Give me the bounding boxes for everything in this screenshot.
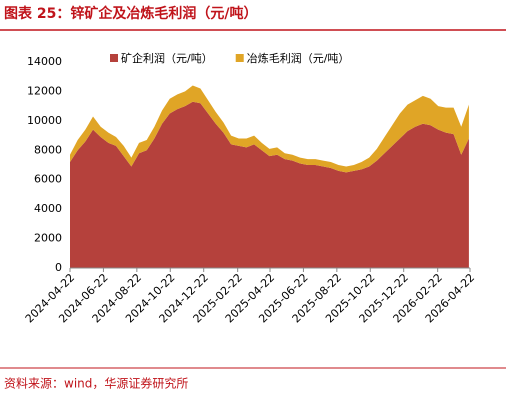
area	[70, 101, 469, 268]
y-tick-label: 0	[55, 261, 62, 274]
area	[70, 85, 469, 173]
y-tick-label: 2000	[34, 232, 62, 245]
legend-swatch	[110, 54, 118, 62]
y-tick-label: 8000	[34, 143, 62, 156]
chart-title: 图表 25：锌矿企及冶炼毛利润（元/吨）	[4, 5, 257, 22]
legend-label: 矿企利润（元/吨）	[121, 51, 213, 65]
source: 资料来源：wind，华源证券研究所	[4, 376, 188, 391]
y-tick-label: 4000	[34, 202, 62, 215]
legend-swatch	[235, 54, 244, 62]
y-tick-label: 12000	[27, 84, 62, 97]
y-tick-label: 14000	[27, 55, 62, 68]
y-tick-label: 6000	[34, 173, 62, 186]
legend-label: 冶炼毛利润（元/吨）	[247, 51, 350, 65]
y-tick-label: 10000	[27, 114, 62, 127]
